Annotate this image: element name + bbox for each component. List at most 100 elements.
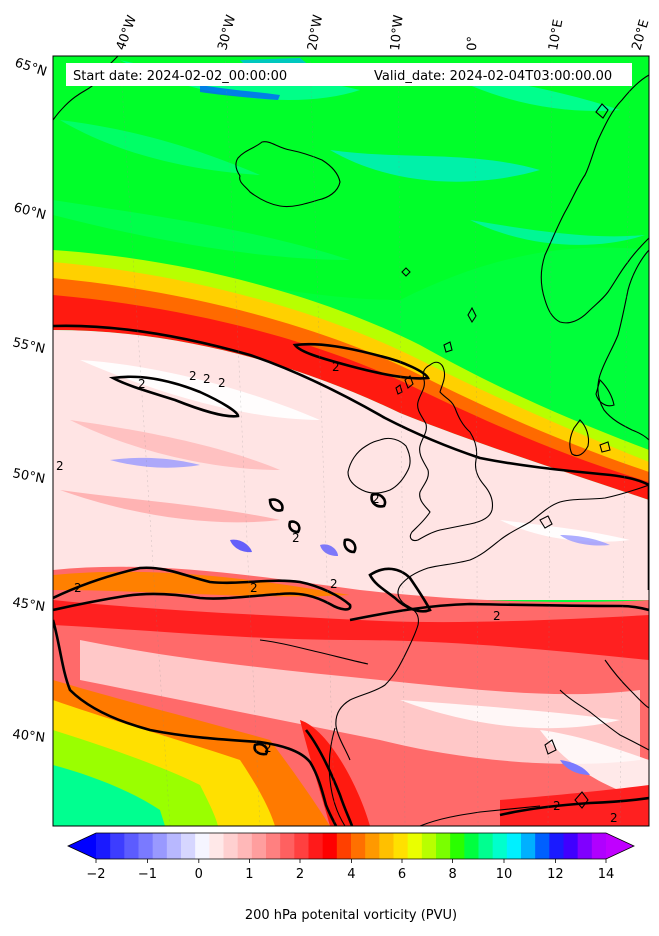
colorbar-cell	[294, 833, 309, 859]
contour-label: 2	[292, 531, 300, 545]
lat-label: 50°N	[11, 466, 46, 487]
colorbar-cells	[96, 833, 607, 859]
lon-label: 10°W	[388, 14, 407, 51]
colorbar-ticks: −2 −1 0 1 2 4 6 8 10 12 14	[86, 859, 614, 882]
contour-label: 2	[330, 577, 338, 591]
contour-label: 2	[610, 811, 618, 825]
colorbar-cell	[365, 833, 380, 859]
graticule	[119, 56, 631, 826]
lat-label: 40°N	[12, 727, 46, 746]
colorbar-cell	[152, 833, 168, 859]
contour-small-3	[343, 538, 357, 554]
contour-small-1	[268, 498, 284, 512]
contour-southern-trough	[53, 619, 338, 826]
lon-label: 40°W	[114, 13, 140, 52]
colorbar-cell	[407, 833, 423, 859]
contour-small-4	[370, 493, 387, 508]
colorbar-cell	[379, 833, 394, 859]
colorbar-cell	[209, 833, 224, 859]
contour-northern-tropopause	[53, 324, 649, 487]
colorbar-cell	[492, 833, 508, 859]
colorbar-max-extend	[606, 833, 634, 859]
contour-small-2	[288, 520, 301, 534]
coastlines	[53, 56, 649, 826]
colorbar-cell	[138, 833, 154, 859]
colorbar-cell	[237, 833, 253, 859]
valid-date-label: Valid_date: 2024-02-04T03:00:00.00	[374, 69, 612, 84]
lat-label: 65°N	[13, 56, 49, 80]
colorbar-cell	[266, 833, 281, 859]
longitude-labels: 40°W 30°W 20°W 10°W 0° 10°E 20°E	[114, 13, 653, 52]
pv-high-region	[53, 56, 649, 300]
colorbar-tick-label: 0	[195, 867, 203, 882]
coastline-iberia	[328, 727, 346, 826]
contour-label: 2	[372, 492, 380, 506]
contour-ridge-loop	[108, 375, 240, 418]
colorbar-tick-label: 6	[398, 867, 406, 882]
contour-small-5	[253, 742, 269, 756]
lat-label: 45°N	[11, 595, 46, 615]
colorbar-min-extend	[68, 833, 96, 859]
colorbar: −2 −1 0 1 2 4 6 8 10 12 14 200 hPa potenital vorti…	[67, 832, 635, 923]
info-box: Start date: 2024-02-02_00:00:00 Valid_da…	[66, 63, 632, 86]
pv-2-contours	[53, 324, 649, 826]
colorbar-cell	[478, 833, 494, 859]
coastline-italy	[559, 689, 649, 751]
start-date-label: Start date: 2024-02-02_00:00:00	[73, 69, 287, 84]
colorbar-tick-label: −2	[86, 867, 105, 882]
contour-mediterranean	[499, 796, 649, 817]
colorbar-cell	[195, 833, 210, 859]
contour-label: 2	[250, 581, 258, 595]
colorbar-tick-label: 12	[547, 867, 564, 882]
colorbar-cell	[351, 833, 366, 859]
pv-mid-region	[53, 330, 649, 600]
contour-label: 2	[264, 741, 272, 755]
coastline-great-britain	[409, 361, 494, 542]
colorbar-cell	[280, 833, 295, 859]
contour-southern-main	[349, 602, 649, 622]
contour-labels: 2 2 2 2 2 2 2 2 2 2 2 2 2 2 2	[56, 360, 618, 825]
map-panel: 2 2 2 2 2 2 2 2 2 2 2 2 2 2 2	[53, 56, 649, 826]
lat-label: 60°N	[12, 200, 48, 223]
contour-label: 2	[74, 581, 82, 595]
contour-label: 2	[56, 459, 64, 473]
colorbar-cell	[464, 833, 479, 859]
lon-label: 0°	[465, 36, 481, 51]
contour-southern-band	[53, 566, 352, 612]
pv-gradient-band	[53, 250, 649, 500]
colorbar-tick-label: 4	[347, 867, 355, 882]
colorbar-cell	[421, 833, 437, 859]
colorbar-cell	[336, 833, 352, 859]
colorbar-tick-label: 10	[496, 867, 513, 882]
contour-label: 2	[332, 360, 340, 374]
coastline-scandinavia	[540, 74, 649, 324]
contour-label: 2	[218, 376, 226, 390]
contour-mid-loop	[292, 342, 431, 380]
lon-label: 10°E	[546, 18, 566, 51]
colorbar-cell	[181, 833, 196, 859]
coastline-iceland	[235, 141, 341, 208]
colorbar-cell	[110, 833, 125, 859]
colorbar-cell	[322, 833, 338, 859]
latitude-labels: 65°N 60°N 55°N 50°N 45°N 40°N	[11, 56, 48, 746]
contour-label: 2	[189, 369, 197, 383]
lon-label: 20°E	[629, 18, 652, 52]
colorbar-cell	[521, 833, 536, 859]
colorbar-title: 200 hPa potenital vorticity (PVU)	[245, 908, 457, 923]
contour-biscay-loop	[368, 567, 432, 613]
colorbar-cell	[393, 833, 409, 859]
colorbar-tick-label: 1	[245, 867, 253, 882]
colorbar-cell	[124, 833, 139, 859]
colorbar-cell	[577, 833, 593, 859]
colorbar-cell	[591, 833, 607, 859]
colorbar-cell	[563, 833, 579, 859]
coastline-continental-europe	[335, 484, 649, 761]
colorbar-cell	[166, 833, 182, 859]
lon-label: 30°W	[215, 13, 239, 52]
colorbar-cell	[506, 833, 522, 859]
colorbar-tick-label: 2	[296, 867, 304, 882]
colorbar-tick-label: 14	[598, 867, 615, 882]
contour-iberia-loop	[304, 729, 354, 826]
colorbar-cell	[549, 833, 564, 859]
